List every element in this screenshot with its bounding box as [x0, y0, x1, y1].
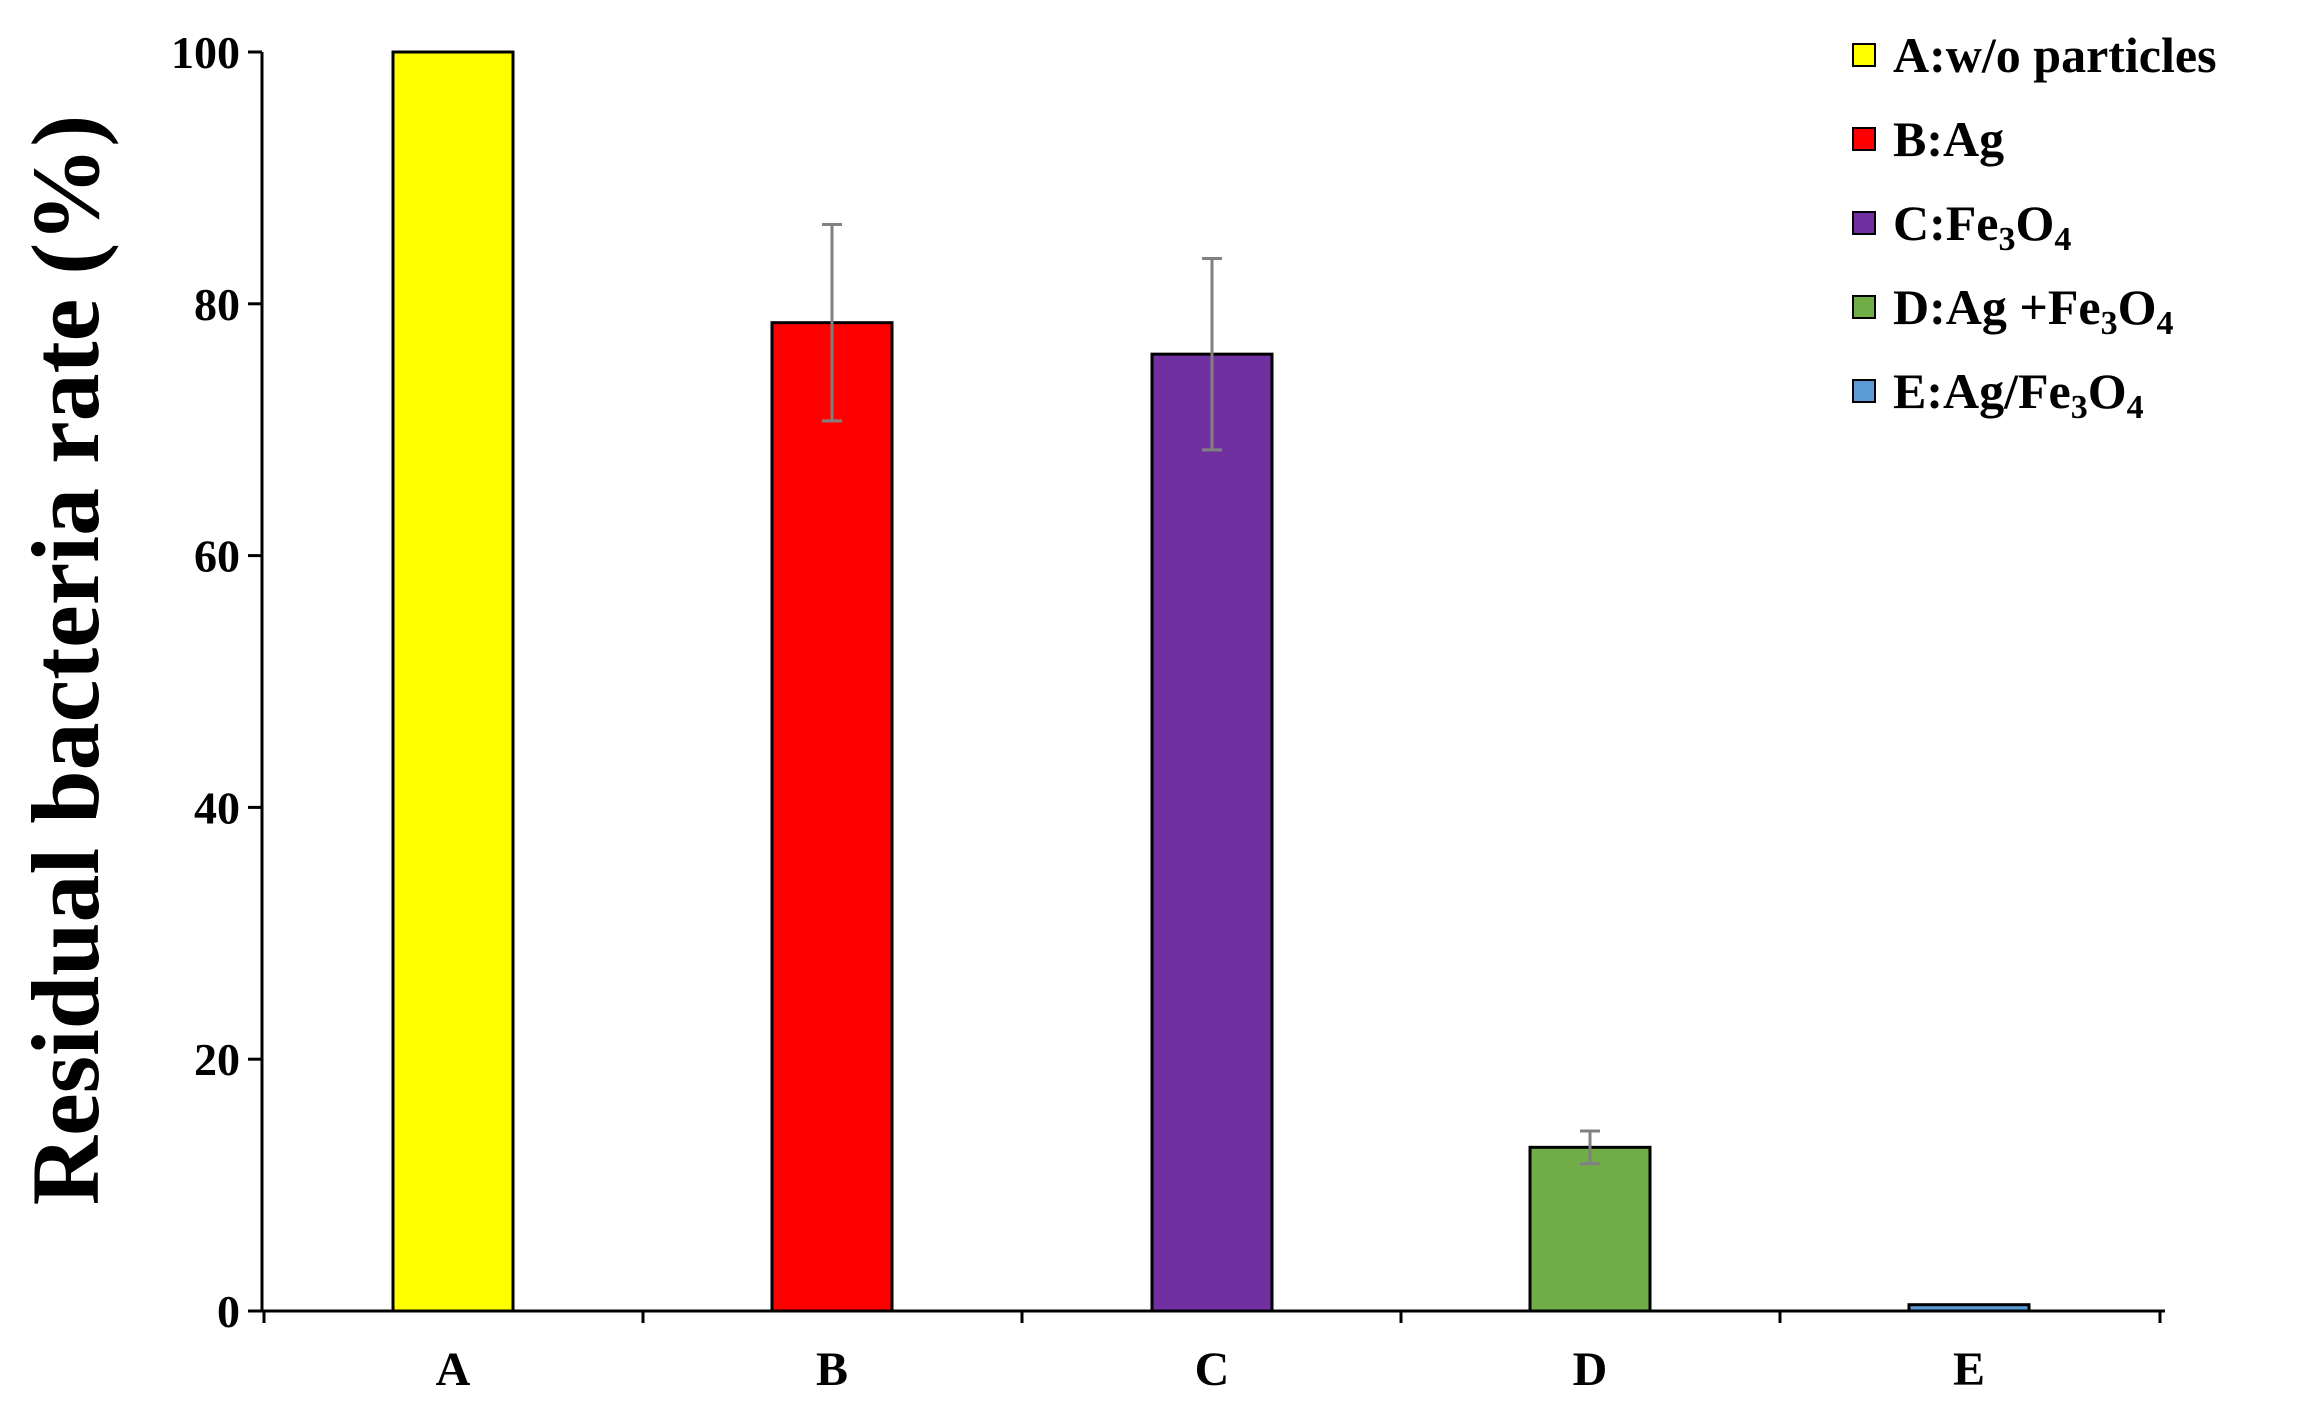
bar-b: [770, 321, 894, 1313]
legend-swatch: [1852, 43, 1876, 67]
x-tick-label-a: A: [436, 1343, 471, 1396]
x-tick-label-d: D: [1573, 1343, 1608, 1396]
legend-swatch: [1852, 379, 1876, 403]
legend-swatch: [1852, 211, 1876, 235]
legend: A:w/o particles B:Ag C:Fe3O4 D:Ag +Fe3O4 E:A…: [1852, 27, 2217, 426]
error-bar-d: [1580, 1129, 1600, 1166]
x-tick-label-e: E: [1953, 1343, 1985, 1396]
legend-item-1: B:Ag: [1852, 111, 2004, 167]
y-tick-label-100: 100: [171, 27, 240, 78]
legend-swatch: [1852, 127, 1876, 151]
bar-a: [391, 50, 515, 1313]
x-tick-label-b: B: [816, 1343, 848, 1396]
legend-item-0: A:w/o particles: [1852, 27, 2217, 83]
y-tick-label-40: 40: [194, 782, 240, 833]
error-bar-c: [1202, 256, 1222, 452]
legend-label: E:Ag/Fe3O4: [1893, 363, 2144, 426]
legend-label: B:Ag: [1893, 111, 2004, 167]
error-bar-b: [822, 222, 842, 423]
x-tick-label-c: C: [1195, 1343, 1230, 1396]
legend-item-3: D:Ag +Fe3O4: [1852, 279, 2174, 342]
y-tick-label-80: 80: [194, 279, 240, 330]
y-tick-label-60: 60: [194, 531, 240, 582]
bar-c: [1150, 352, 1274, 1313]
legend-label: D:Ag +Fe3O4: [1893, 279, 2174, 342]
y-tick-label-0: 0: [217, 1286, 240, 1337]
y-axis-label: Residual bacteria rate (%): [12, 115, 119, 1205]
legend-swatch: [1852, 295, 1876, 319]
legend-label: A:w/o particles: [1893, 27, 2217, 83]
bar-d: [1528, 1145, 1652, 1313]
axes: A B C D E 0 20 40 60 80 100: [171, 27, 2165, 1396]
y-tick-label-20: 20: [194, 1034, 240, 1085]
legend-label: C:Fe3O4: [1893, 195, 2071, 258]
plot-area: [391, 50, 2031, 1313]
legend-item-2: C:Fe3O4: [1852, 195, 2071, 258]
legend-item-4: E:Ag/Fe3O4: [1852, 363, 2144, 426]
